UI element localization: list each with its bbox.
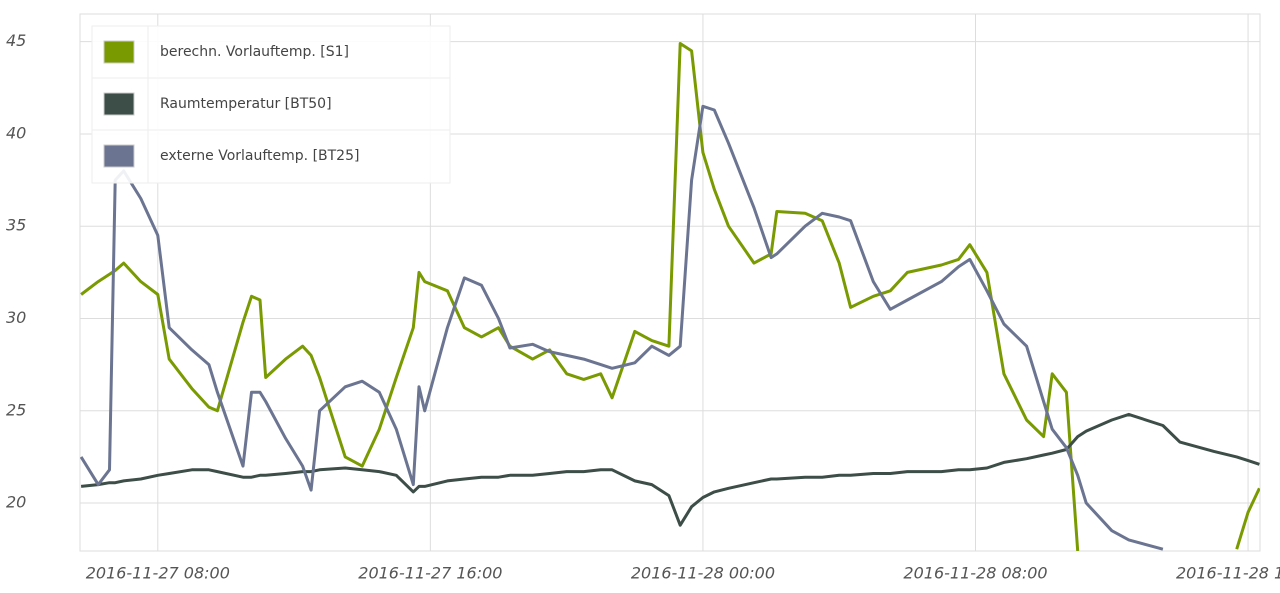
y-tick-label: 20 xyxy=(6,493,26,512)
y-tick-label: 35 xyxy=(6,216,26,235)
x-tick-label: 2016-11-28 08:00 xyxy=(903,564,1047,583)
x-tick-label: 2016-11-27 16:00 xyxy=(358,564,502,583)
legend-label: externe Vorlauftemp. [BT25] xyxy=(160,148,359,164)
series-line xyxy=(80,412,1260,527)
y-tick-label: 25 xyxy=(6,400,26,419)
y-tick-label: 40 xyxy=(6,123,26,142)
legend-label: Raumtemperatur [BT50] xyxy=(160,96,332,112)
legend-swatch xyxy=(103,40,135,64)
legend-box xyxy=(91,25,451,184)
y-tick-label: 30 xyxy=(6,308,26,327)
x-tick-label: 2016-11-27 08:00 xyxy=(86,564,230,583)
x-tick-label: 2016-11-28 16:00 xyxy=(1176,564,1280,583)
x-tick-label: 2016-11-28 00:00 xyxy=(631,564,775,583)
y-tick-label: 45 xyxy=(6,31,26,50)
legend-swatch xyxy=(103,92,135,116)
legend-swatch xyxy=(103,144,135,168)
series-line xyxy=(80,104,1164,551)
series-line xyxy=(80,42,1260,551)
legend-label: berechn. Vorlauftemp. [S1] xyxy=(160,44,349,60)
